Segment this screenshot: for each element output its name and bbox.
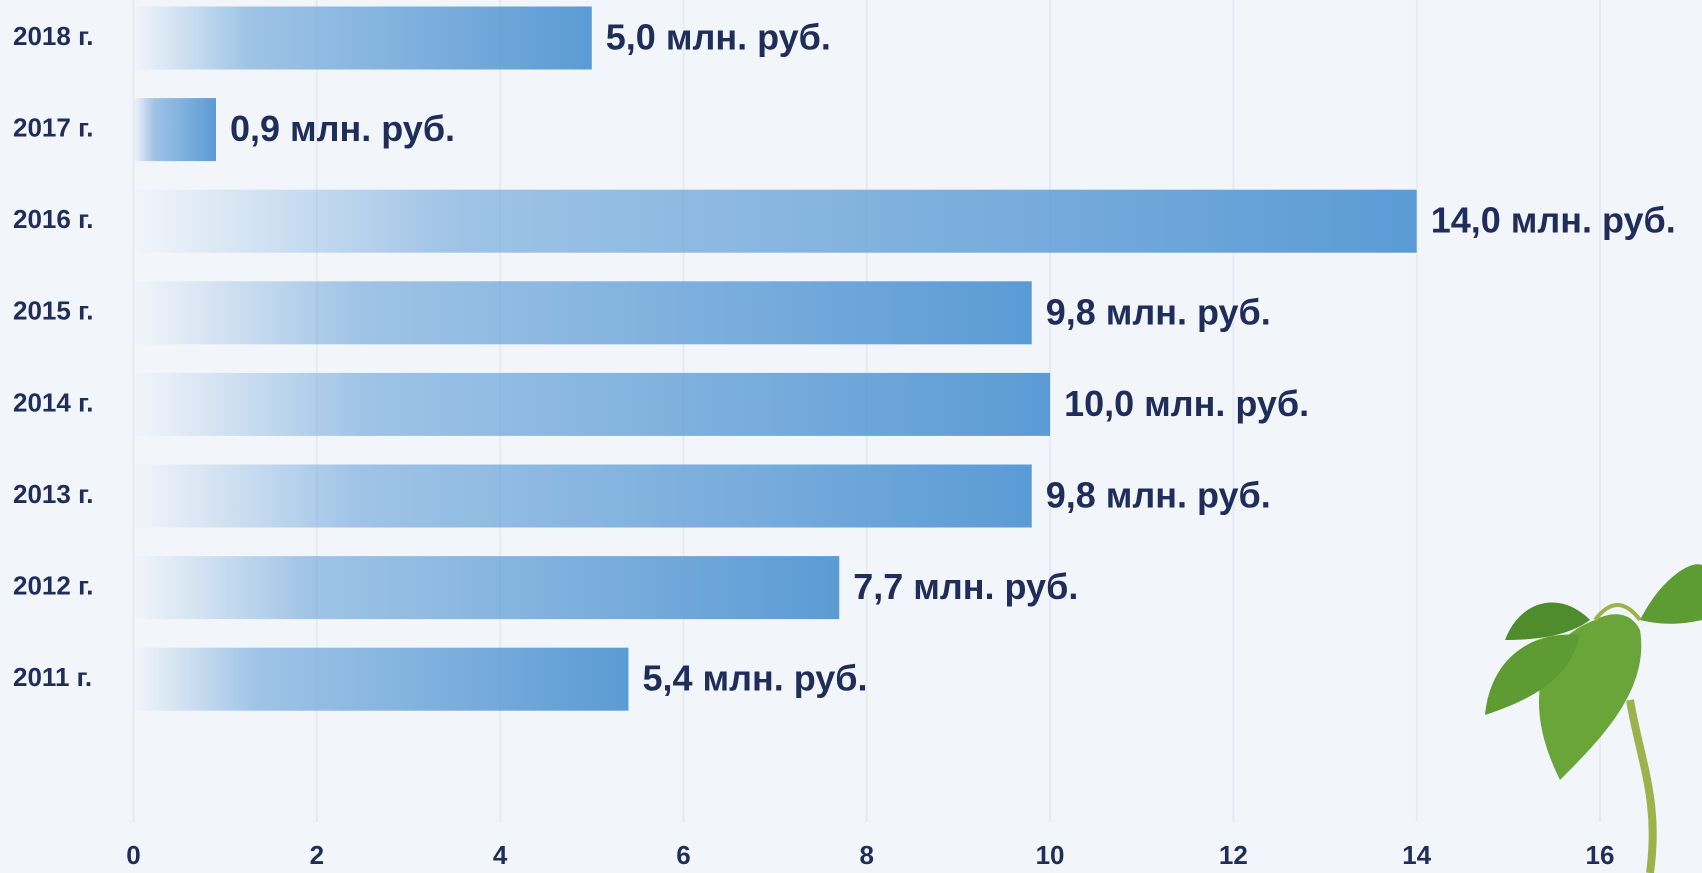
bar bbox=[134, 465, 1032, 528]
bar bbox=[134, 373, 1051, 436]
bar bbox=[134, 648, 629, 711]
y-tick-label: 2014 г. bbox=[13, 387, 94, 417]
value-label: 9,8 млн. руб. bbox=[1046, 291, 1271, 332]
x-tick-label: 14 bbox=[1402, 840, 1431, 870]
x-tick-label: 12 bbox=[1219, 840, 1248, 870]
value-label: 14,0 млн. руб. bbox=[1431, 200, 1676, 241]
y-tick-label: 2013 г. bbox=[13, 479, 94, 509]
bar bbox=[134, 556, 840, 619]
value-label: 7,7 млн. руб. bbox=[853, 566, 1078, 607]
y-tick-label: 2016 г. bbox=[13, 204, 94, 234]
value-label: 0,9 млн. руб. bbox=[230, 108, 455, 149]
x-tick-label: 0 bbox=[126, 840, 140, 870]
y-tick-label: 2018 г. bbox=[13, 21, 94, 51]
bar bbox=[134, 281, 1032, 344]
y-tick-label: 2017 г. bbox=[13, 112, 94, 142]
y-tick-label: 2011 г. bbox=[13, 662, 92, 692]
value-label: 9,8 млн. руб. bbox=[1046, 475, 1271, 516]
value-label: 5,0 млн. руб. bbox=[606, 17, 831, 58]
x-tick-label: 10 bbox=[1036, 840, 1065, 870]
x-tick-label: 8 bbox=[860, 840, 874, 870]
chart: 0 2 4 6 8 10 12 14 16 2018 г. 5,0 млн. руб. 2017 г.… bbox=[0, 0, 1702, 873]
x-tick-label: 16 bbox=[1586, 840, 1615, 870]
bar bbox=[134, 98, 216, 161]
x-tick-label: 4 bbox=[493, 840, 508, 870]
y-tick-label: 2015 г. bbox=[13, 296, 94, 326]
bar bbox=[134, 7, 592, 70]
y-tick-label: 2012 г. bbox=[13, 570, 94, 600]
value-label: 10,0 млн. руб. bbox=[1064, 383, 1309, 424]
x-tick-label: 2 bbox=[310, 840, 324, 870]
bar bbox=[134, 190, 1417, 253]
value-label: 5,4 млн. руб. bbox=[642, 658, 867, 699]
x-tick-label: 6 bbox=[676, 840, 690, 870]
